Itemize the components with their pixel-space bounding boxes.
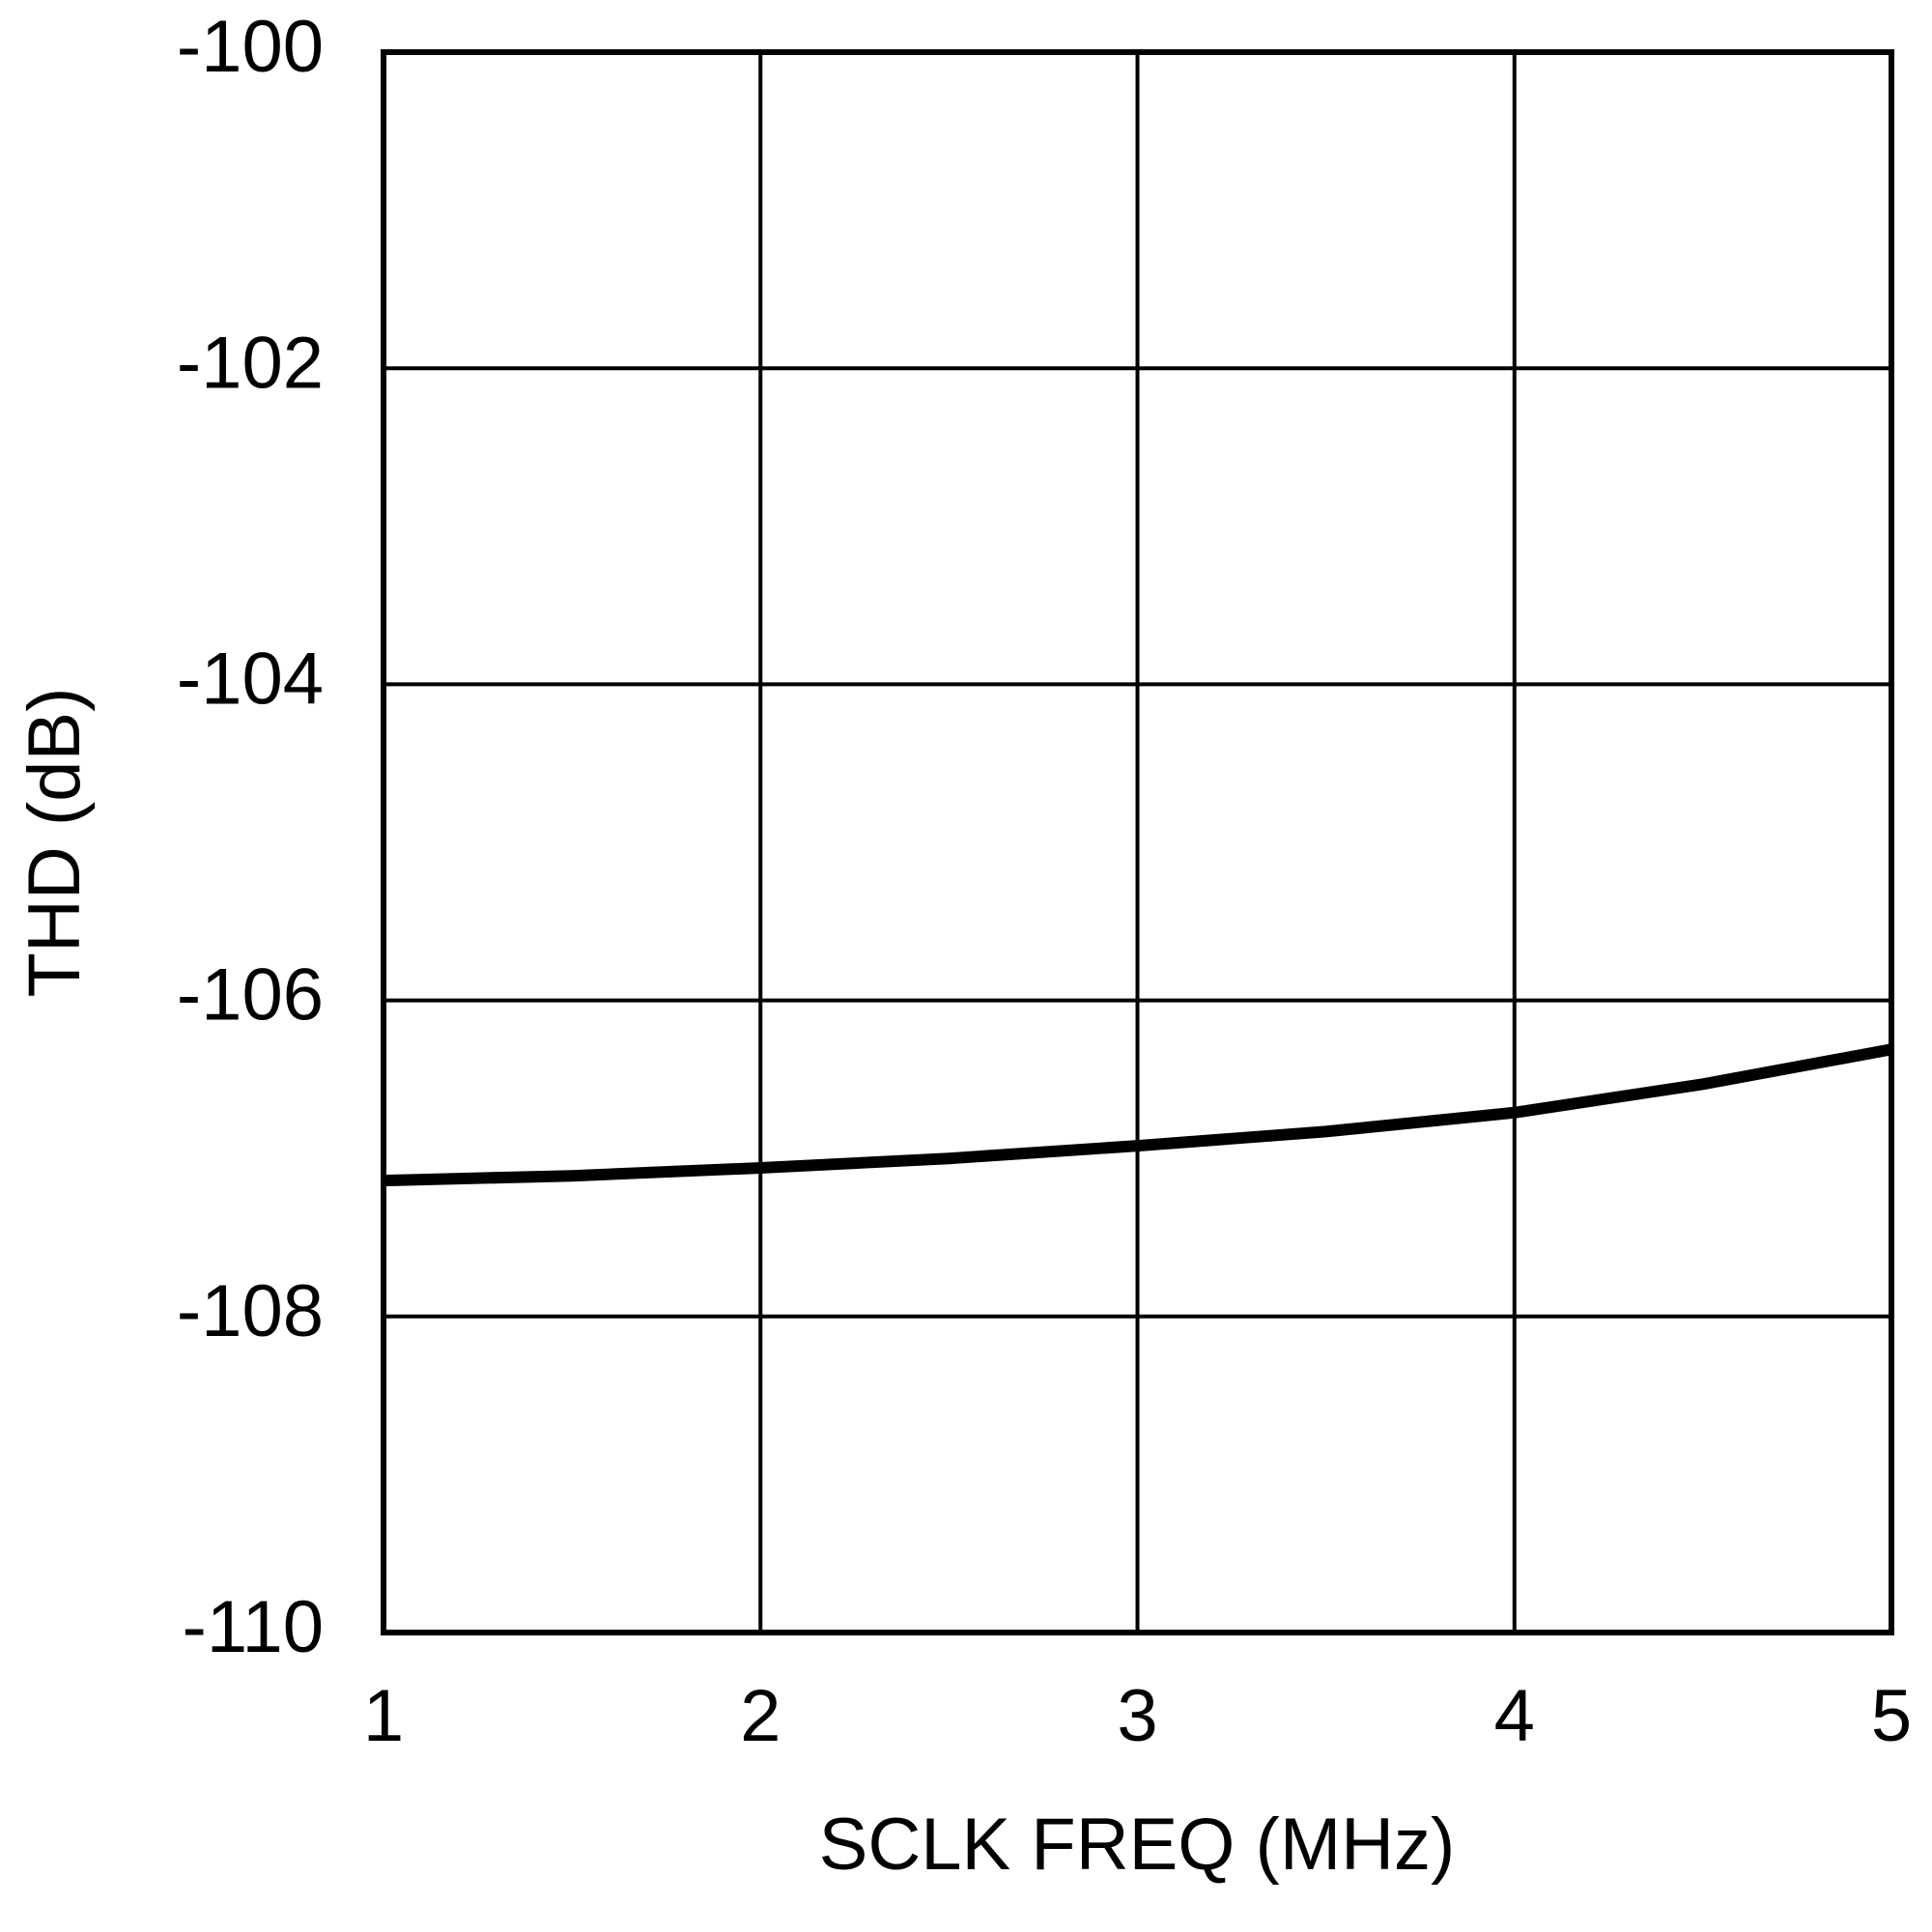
y-axis-label: THD (dB) — [14, 688, 96, 998]
x-tick-label: 3 — [1117, 1675, 1157, 1757]
x-tick-label: 2 — [740, 1675, 781, 1757]
x-tick-label: 5 — [1871, 1675, 1912, 1757]
x-tick-label: 4 — [1494, 1675, 1535, 1757]
x-tick-label: 1 — [363, 1675, 404, 1757]
y-tick-label: -104 — [177, 638, 324, 720]
y-tick-label: -102 — [177, 322, 324, 404]
y-tick-label: -100 — [177, 6, 324, 88]
y-tick-label: -106 — [177, 954, 324, 1037]
x-axis-label: SCLK FREQ (MHz) — [819, 1804, 1456, 1886]
data-line — [383, 1043, 1893, 1187]
y-tick-label: -108 — [177, 1270, 324, 1352]
y-tick-label: -110 — [183, 1586, 324, 1668]
